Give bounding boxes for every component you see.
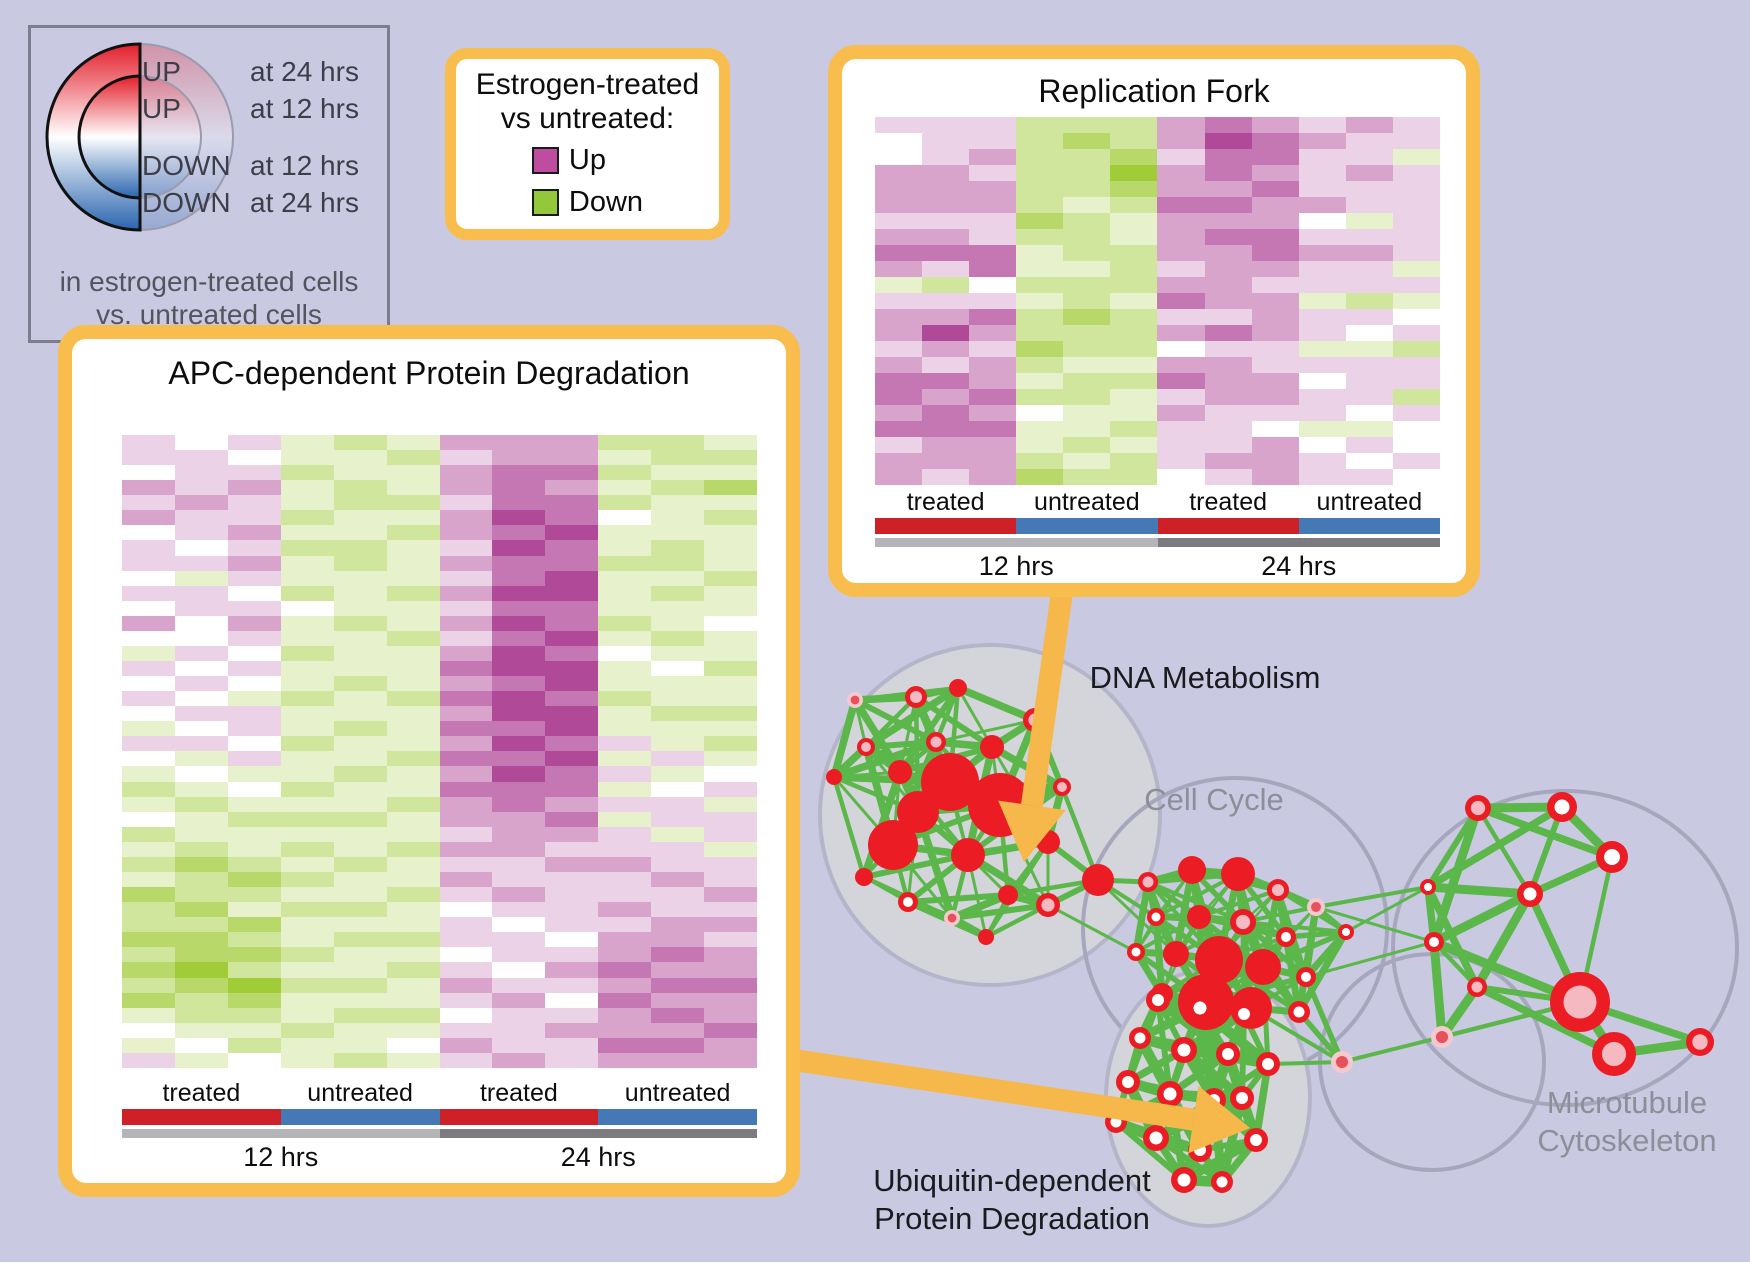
hrs12-bar	[122, 1129, 440, 1138]
apc-time-bars	[122, 1129, 757, 1138]
up-label: Up	[568, 144, 606, 176]
color-key-title-line1: Estrogen-treated	[475, 68, 700, 101]
decoder-row-down-12: DOWN at 12 hrs	[142, 150, 359, 181]
apc-degradation-title: APC-dependent Protein Degradation	[168, 355, 690, 391]
untreated-bar	[598, 1109, 757, 1125]
decoder-caption-line2: vs. untreated cells	[96, 299, 322, 330]
apc-condition-labels: treated untreated treated untreated	[162, 1079, 731, 1107]
untreated-bar	[280, 1109, 440, 1125]
cluster-label-microtubule-cytoskeleton: Microtubule Cytoskeleton	[1537, 1085, 1717, 1158]
treated-bar	[122, 1109, 281, 1125]
up-swatch	[531, 147, 559, 174]
untreated-bar	[1298, 518, 1440, 534]
untreated-bar	[1016, 518, 1158, 534]
apc-condition-bars	[122, 1109, 757, 1125]
replication-fork-condition-labels: treated untreated treated untreated	[906, 488, 1423, 516]
decoder-caption-line1: in estrogen-treated cells	[59, 266, 359, 297]
hrs24-bar	[1157, 538, 1440, 547]
cluster-label-dna-metabolism: DNA Metabolism	[1089, 660, 1321, 695]
hrs24-bar	[439, 1129, 757, 1138]
replication-fork-panel: Replication Fork treated untreated treat…	[828, 45, 1480, 597]
enrichment-map-network	[792, 583, 1739, 1228]
color-key-legend: Estrogen-treated vs untreated: Up Down	[445, 48, 730, 240]
replication-fork-time-bars	[875, 538, 1440, 547]
replication-fork-heatmap	[875, 117, 1440, 485]
down-label: Down	[568, 186, 644, 218]
replication-fork-time-labels: 12 hrs 24 hrs	[978, 551, 1337, 581]
hrs12-bar	[875, 538, 1158, 547]
decoder-row-up-12: UP at 12 hrs	[142, 93, 359, 124]
decoder-row-up-24: UP at 24 hrs	[142, 56, 359, 87]
cluster-label-ubiquitin-degradation: Ubiquitin-dependent Protein Degradation	[873, 1163, 1151, 1236]
treated-bar	[1157, 518, 1299, 534]
color-key-title-line2: vs untreated:	[500, 102, 675, 135]
apc-time-labels: 12 hrs 24 hrs	[243, 1142, 636, 1172]
replication-fork-condition-bars	[875, 518, 1440, 534]
treated-bar	[439, 1109, 599, 1125]
down-swatch	[531, 189, 559, 216]
updown-rings-icon	[45, 42, 234, 232]
node-decoder-legend: UP at 24 hrs UP at 12 hrs DOWN at 12 hrs DO…	[28, 25, 390, 343]
decoder-row-down-24: DOWN at 24 hrs	[142, 187, 359, 218]
treated-bar	[875, 518, 1017, 534]
apc-degradation-heatmap	[122, 435, 757, 1068]
cluster-label-cell-cycle: Cell Cycle	[1144, 782, 1284, 817]
replication-fork-title: Replication Fork	[1038, 73, 1270, 109]
apc-degradation-panel: APC-dependent Protein Degradation treate…	[58, 325, 800, 1197]
